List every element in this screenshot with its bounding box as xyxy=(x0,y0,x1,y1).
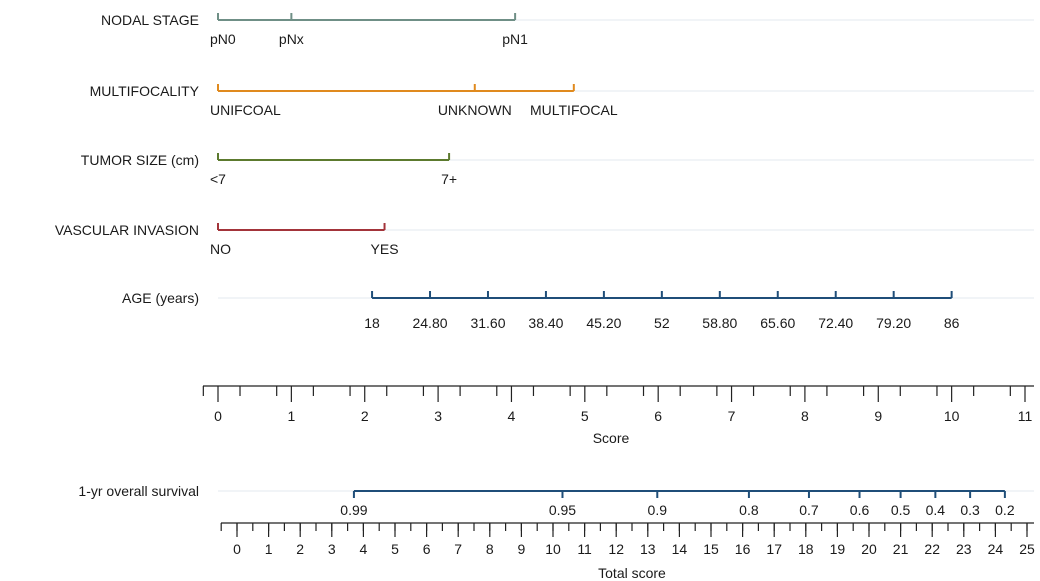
score-tick-label: 6 xyxy=(654,408,662,424)
total-tick-label: 22 xyxy=(924,541,940,557)
total-tick-label: 15 xyxy=(703,541,719,557)
total-tick-label: 20 xyxy=(861,541,877,557)
total-tick-label: 8 xyxy=(486,541,494,557)
total-tick-label: 12 xyxy=(608,541,624,557)
variable-level-label: 86 xyxy=(944,315,960,331)
variable-level-label: 24.80 xyxy=(412,315,447,331)
total-tick-label: 6 xyxy=(423,541,431,557)
survival-level-label: 0.3 xyxy=(960,502,980,518)
survival-level-label: 0.2 xyxy=(995,502,1015,518)
score-tick-label: 2 xyxy=(361,408,369,424)
variable-level-label: UNIFCOAL xyxy=(210,102,281,118)
variable-level-label: 79.20 xyxy=(876,315,911,331)
variable-level-label: MULTIFOCAL xyxy=(530,102,618,118)
score-tick-label: 1 xyxy=(287,408,295,424)
survival-level-label: 0.99 xyxy=(340,502,367,518)
score-tick-label: 5 xyxy=(581,408,589,424)
variable-level-label: NO xyxy=(210,241,231,257)
variable-label: VASCULAR INVASION xyxy=(55,222,199,238)
score-tick-label: 11 xyxy=(1018,408,1033,424)
survival-level-label: 0.7 xyxy=(799,502,819,518)
score-tick-label: 7 xyxy=(728,408,736,424)
survival-level-label: 0.4 xyxy=(926,502,946,518)
survival-level-label: 0.5 xyxy=(891,502,911,518)
score-tick-label: 0 xyxy=(214,408,222,424)
variable-level-label: <7 xyxy=(210,171,226,187)
total-tick-label: 3 xyxy=(328,541,336,557)
variable-level-label: pNx xyxy=(279,31,304,47)
total-tick-label: 18 xyxy=(798,541,814,557)
variable-level-label: 18 xyxy=(364,315,380,331)
variable-label: TUMOR SIZE (cm) xyxy=(81,152,199,168)
variable-level-label: YES xyxy=(371,241,399,257)
survival-level-label: 0.6 xyxy=(850,502,870,518)
variable-level-label: 72.40 xyxy=(818,315,853,331)
score-tick-label: 10 xyxy=(944,408,960,424)
variable-level-label: 65.60 xyxy=(760,315,795,331)
total-axis-title: Total score xyxy=(598,565,666,581)
total-tick-label: 10 xyxy=(545,541,561,557)
variable-level-label: 45.20 xyxy=(586,315,621,331)
variable-label: MULTIFOCALITY xyxy=(90,83,200,99)
score-tick-label: 3 xyxy=(434,408,442,424)
variable-label: AGE (years) xyxy=(122,290,199,306)
survival-level-label: 0.9 xyxy=(648,502,668,518)
variable-level-label: UNKNOWN xyxy=(438,102,512,118)
variable-level-label: 7+ xyxy=(441,171,457,187)
score-tick-label: 9 xyxy=(874,408,882,424)
score-axis: 0 1 2 3 4 5 6 7 8 9 10 11 Score xyxy=(202,385,1034,446)
score-axis-title: Score xyxy=(593,430,630,446)
total-score-axis: 0 1 2 3 4 5 6 7 8 9 10 11 12 13 14 15 16 17 18 19 20 21 22 23 24… xyxy=(220,522,1035,581)
total-tick-label: 16 xyxy=(735,541,751,557)
total-tick-label: 21 xyxy=(893,541,909,557)
total-tick-label: 11 xyxy=(577,541,592,557)
total-tick-label: 23 xyxy=(956,541,972,557)
variable-level-label: pN1 xyxy=(502,31,528,47)
survival-label: 1-yr overall survival xyxy=(78,483,199,499)
total-tick-label: 0 xyxy=(233,541,241,557)
survival-level-label: 0.95 xyxy=(549,502,576,518)
total-tick-label: 7 xyxy=(454,541,462,557)
survival-row: 1-yr overall survival 0.99 0.95 0.9 0.8 0.7 0.… xyxy=(78,483,1014,518)
variable-rows: NODAL STAGE pN0 pNx pN1 MULTIFOCALITY UNIFCOA… xyxy=(55,12,960,331)
survival-level-label: 0.8 xyxy=(739,502,759,518)
total-tick-label: 17 xyxy=(766,541,782,557)
variable-level-label: pN0 xyxy=(210,31,236,47)
score-tick-label: 4 xyxy=(508,408,516,424)
total-tick-label: 24 xyxy=(988,541,1004,557)
variable-level-label: 58.80 xyxy=(702,315,737,331)
variable-level-label: 38.40 xyxy=(528,315,563,331)
total-tick-label: 14 xyxy=(672,541,688,557)
variable-label: NODAL STAGE xyxy=(101,12,199,28)
total-tick-label: 19 xyxy=(830,541,846,557)
total-tick-label: 2 xyxy=(296,541,304,557)
total-tick-label: 25 xyxy=(1019,541,1035,557)
score-tick-label: 8 xyxy=(801,408,809,424)
total-tick-label: 1 xyxy=(265,541,273,557)
total-tick-label: 4 xyxy=(360,541,368,557)
total-tick-label: 13 xyxy=(640,541,656,557)
total-tick-label: 5 xyxy=(391,541,399,557)
total-tick-label: 9 xyxy=(518,541,526,557)
variable-level-label: 52 xyxy=(654,315,670,331)
variable-level-label: 31.60 xyxy=(470,315,505,331)
